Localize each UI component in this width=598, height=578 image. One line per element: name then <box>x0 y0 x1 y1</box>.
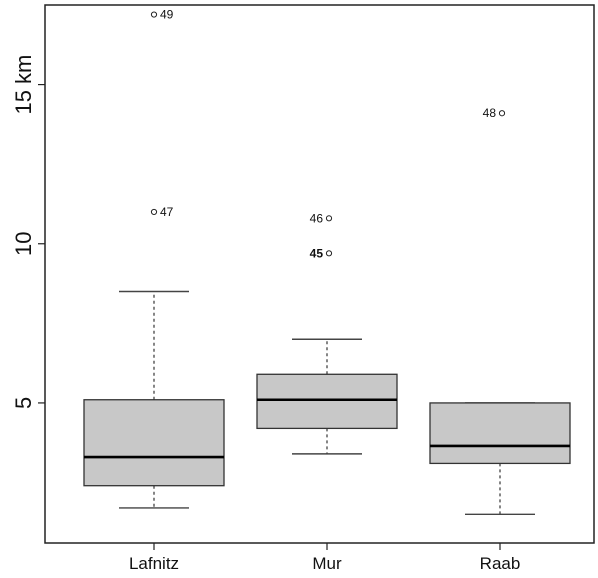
outlier-point <box>325 215 333 222</box>
y-axis: 5 10 15 km <box>11 55 45 409</box>
x-tick-label: Mur <box>312 554 342 573</box>
outlier-label: 48 <box>483 106 497 120</box>
x-tick-label: Lafnitz <box>129 554 179 573</box>
outlier-point <box>498 110 506 117</box>
iqr-box <box>83 399 225 487</box>
outlier-label: 45 <box>310 246 324 260</box>
box-mur: 45 46 <box>256 211 398 455</box>
x-tick-label: Raab <box>480 554 521 573</box>
outlier-point <box>325 250 333 257</box>
outlier-label: 47 <box>160 205 174 219</box>
y-tick-label: 10 <box>11 232 36 256</box>
box-raab: 48 <box>429 106 571 516</box>
boxes: 47 49 45 46 48 <box>83 8 571 516</box>
outlier-label: 46 <box>310 211 324 225</box>
outlier-point <box>150 11 158 18</box>
plot-frame <box>44 4 595 544</box>
outlier-label: 49 <box>160 8 174 22</box>
outlier-point <box>150 208 158 216</box>
box-lafnitz: 47 49 <box>83 8 225 509</box>
y-tick-label: 5 <box>11 397 36 409</box>
iqr-box <box>256 373 398 430</box>
x-axis: Lafnitz Mur Raab <box>129 543 520 573</box>
y-tick-label: 15 km <box>11 55 36 115</box>
iqr-box <box>429 402 571 465</box>
